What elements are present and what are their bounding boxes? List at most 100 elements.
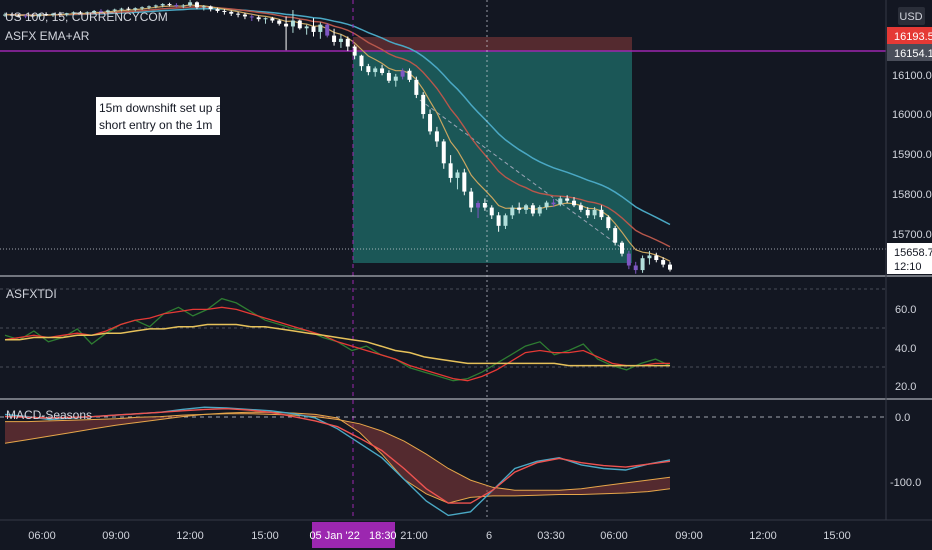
macd-pane[interactable] (0, 406, 886, 517)
candle-body[interactable] (530, 205, 535, 214)
candle-body[interactable] (613, 228, 618, 243)
candle-body[interactable] (338, 38, 343, 42)
candle-body[interactable] (572, 200, 577, 206)
tdi-title[interactable]: ASFXTDI (6, 287, 57, 301)
candle-body[interactable] (297, 20, 302, 29)
candle-body[interactable] (249, 16, 254, 18)
price-pane[interactable] (0, 0, 886, 274)
candle-body[interactable] (578, 205, 583, 210)
indicator-title[interactable]: ASFX EMA+AR (5, 29, 90, 43)
candle-body[interactable] (37, 14, 42, 17)
candle-body[interactable] (517, 207, 522, 210)
candle-body[interactable] (524, 205, 529, 210)
candle-body[interactable] (3, 14, 7, 16)
candle-body[interactable] (332, 35, 337, 42)
candle-body[interactable] (85, 12, 90, 14)
currency-badge[interactable] (898, 7, 925, 25)
candle-body[interactable] (366, 66, 371, 73)
candle-body[interactable] (558, 198, 563, 205)
candle-body[interactable] (489, 207, 494, 216)
candle-body[interactable] (325, 24, 330, 36)
candle-body[interactable] (599, 209, 604, 218)
candle-body[interactable] (23, 15, 28, 17)
candle-body[interactable] (242, 14, 247, 17)
candle-body[interactable] (194, 2, 199, 8)
candle-body[interactable] (441, 141, 446, 164)
candle-body[interactable] (318, 24, 323, 32)
price-axis[interactable]: USD 16100.0 16000.0 15900.0 15800.0 1570… (887, 7, 932, 274)
candle-body[interactable] (270, 18, 275, 21)
candle-body[interactable] (277, 20, 282, 24)
candle-body[interactable] (284, 23, 289, 27)
candle-body[interactable] (448, 163, 453, 178)
candle-body[interactable] (606, 217, 611, 229)
candle-body[interactable] (290, 20, 295, 27)
candle-body[interactable] (188, 2, 193, 6)
candle-body[interactable] (140, 7, 145, 9)
candle-body[interactable] (92, 10, 97, 13)
tdi-pane[interactable] (0, 288, 886, 382)
candle-body[interactable] (654, 255, 659, 261)
candle-body[interactable] (146, 6, 151, 8)
candle-body[interactable] (119, 8, 124, 10)
candle-body[interactable] (181, 5, 186, 7)
candle-body[interactable] (434, 131, 439, 142)
candle-body[interactable] (174, 5, 179, 7)
candle-body[interactable] (620, 242, 625, 254)
macd-title[interactable]: MACD-Seasons (6, 408, 92, 422)
candle-body[interactable] (44, 14, 49, 16)
candles-group[interactable] (3, 0, 672, 274)
candle-body[interactable] (201, 6, 206, 8)
candle-body[interactable] (668, 264, 672, 270)
candle-body[interactable] (482, 203, 487, 208)
candle-body[interactable] (414, 79, 419, 95)
candle-body[interactable] (496, 215, 501, 226)
candle-body[interactable] (229, 11, 234, 14)
candle-body[interactable] (98, 10, 103, 12)
candle-body[interactable] (462, 172, 467, 192)
annotation-callout[interactable]: 15m downshift set up a short entry on th… (96, 97, 223, 135)
candle-body[interactable] (661, 260, 666, 265)
candle-body[interactable] (71, 12, 76, 14)
candle-body[interactable] (544, 202, 549, 208)
candle-body[interactable] (633, 265, 638, 271)
candle-body[interactable] (510, 207, 515, 216)
candle-body[interactable] (208, 6, 213, 10)
candle-body[interactable] (78, 12, 83, 14)
candle-body[interactable] (428, 114, 433, 132)
candle-body[interactable] (393, 76, 398, 81)
candle-body[interactable] (64, 13, 69, 15)
candle-body[interactable] (236, 13, 241, 15)
candle-body[interactable] (537, 207, 542, 214)
candle-body[interactable] (640, 258, 645, 271)
symbol-title[interactable]: US 100, 15, CURRENCYCOM (5, 10, 168, 24)
candle-body[interactable] (407, 70, 412, 80)
candle-body[interactable] (222, 10, 227, 12)
candle-body[interactable] (30, 15, 35, 17)
candle-body[interactable] (105, 10, 110, 12)
candle-body[interactable] (352, 46, 357, 56)
candle-body[interactable] (16, 15, 21, 17)
candle-body[interactable] (112, 9, 117, 11)
candle-body[interactable] (50, 13, 55, 16)
candle-body[interactable] (551, 202, 556, 205)
candle-body[interactable] (585, 209, 590, 216)
candle-body[interactable] (647, 255, 652, 259)
candle-body[interactable] (263, 18, 268, 20)
candle-body[interactable] (386, 72, 391, 81)
candle-body[interactable] (592, 209, 597, 216)
candle-body[interactable] (455, 172, 460, 178)
candle-body[interactable] (153, 5, 158, 7)
candle-body[interactable] (373, 68, 378, 73)
candle-body[interactable] (57, 13, 62, 15)
candle-body[interactable] (215, 9, 220, 11)
candle-body[interactable] (167, 4, 172, 6)
candle-body[interactable] (256, 17, 261, 20)
candle-body[interactable] (421, 94, 426, 115)
candle-body[interactable] (400, 70, 405, 77)
candle-body[interactable] (503, 215, 508, 226)
candle-body[interactable] (345, 38, 350, 47)
candle-body[interactable] (133, 8, 138, 10)
candle-body[interactable] (380, 68, 385, 73)
